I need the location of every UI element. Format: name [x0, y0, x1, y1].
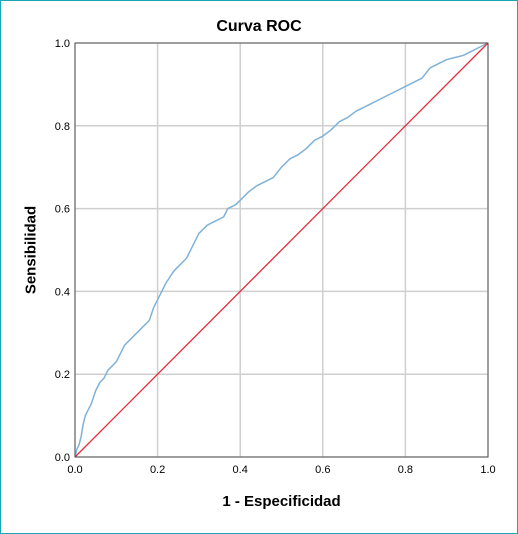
series-lines: [74, 42, 489, 458]
x-tick-label: 0.4: [233, 464, 248, 476]
x-tick-label: 0.8: [398, 464, 413, 476]
reference-diagonal-line: [74, 42, 489, 458]
roc-curve-line: [74, 42, 489, 458]
tick-labels: 0.0 0.2 0.4 0.6 0.8 1.0 0.0 0.2 0.4 0.6 0.8 1.0: [55, 38, 496, 476]
x-tick-label: 0.0: [67, 464, 82, 476]
y-tick-label: 0.2: [55, 369, 70, 381]
x-tick-label: 0.2: [150, 464, 165, 476]
y-tick-label: 1.0: [55, 38, 70, 50]
x-axis-label: 1 - Especificidad: [222, 493, 341, 510]
chart-title: Curva ROC: [216, 18, 302, 35]
y-tick-label: 0.8: [55, 121, 70, 133]
y-tick-label: 0.6: [55, 204, 70, 216]
x-tick-label: 0.6: [315, 464, 330, 476]
y-tick-label: 0.4: [55, 286, 70, 298]
y-tick-label: 0.0: [55, 452, 70, 464]
x-tick-label: 1.0: [480, 464, 495, 476]
plot-area-border: [74, 42, 489, 458]
